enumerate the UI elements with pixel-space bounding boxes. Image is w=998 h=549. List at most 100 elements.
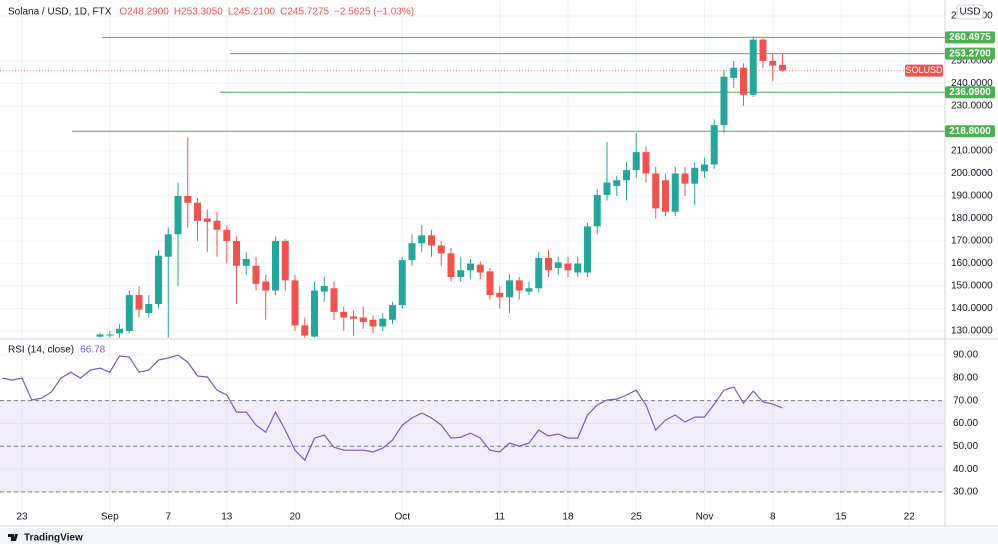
x-tick-label: 22 — [904, 512, 916, 523]
candle-body — [174, 196, 182, 235]
candle-body — [330, 288, 338, 312]
candle-body — [106, 334, 114, 336]
candle-body — [730, 67, 738, 78]
candle-body — [389, 305, 397, 320]
x-tick-label: 25 — [631, 512, 643, 523]
candle-body — [272, 241, 280, 291]
candle-body — [369, 319, 377, 327]
candle-body — [135, 295, 143, 310]
y-tick-label: 80.00 — [953, 373, 978, 384]
y-tick-label: 180.0000 — [951, 213, 993, 224]
candle-body — [262, 281, 270, 291]
candle-body — [281, 241, 289, 281]
level-label: 218.8000 — [949, 126, 991, 137]
ohlc-value: H253.3050 — [174, 7, 223, 18]
candle-body — [642, 152, 650, 174]
candle-body — [593, 194, 601, 227]
candle-body — [700, 164, 708, 172]
y-tick-label: 240.0000 — [951, 78, 993, 89]
candle-body — [476, 264, 484, 273]
x-tick-label: 23 — [16, 512, 28, 523]
y-tick-label: 170.0000 — [951, 236, 993, 247]
candle-body — [671, 173, 679, 212]
currency-label[interactable]: USD — [959, 7, 980, 18]
candle-body — [252, 265, 260, 284]
candle-body — [145, 304, 153, 314]
candle-body — [710, 125, 718, 165]
candle-body — [320, 286, 328, 292]
currency-box[interactable] — [956, 4, 984, 20]
y-tick-label: 230.0000 — [951, 101, 993, 112]
candle-body — [759, 39, 767, 61]
candle-body — [408, 243, 416, 261]
rsi-title: RSI (14, close) — [8, 345, 74, 356]
x-tick-label: 15 — [835, 512, 847, 523]
level-label: 236.0900 — [949, 87, 991, 98]
candle-body — [291, 280, 299, 326]
candle-body — [203, 218, 211, 222]
level-label-box — [945, 125, 995, 138]
candle-body — [457, 270, 465, 278]
candle-body — [574, 263, 582, 273]
x-tick-label: 11 — [495, 512, 506, 523]
x-tick-label: 7 — [165, 512, 171, 523]
candle-body — [535, 257, 543, 289]
candle-body — [467, 263, 475, 271]
candle-body — [632, 152, 640, 171]
candle-body — [428, 235, 436, 246]
y-tick-label: 90.00 — [953, 350, 978, 361]
candle-body — [505, 280, 513, 298]
symbol-label: SOLUSD — [905, 65, 943, 75]
candle-body — [486, 271, 494, 296]
x-tick-label: 20 — [289, 512, 301, 523]
candle-body — [116, 328, 124, 334]
ohlc-value: L245.2100 — [228, 7, 276, 18]
y-tick-label: 210.0000 — [951, 146, 993, 157]
candle-body — [681, 173, 689, 184]
y-tick-label: 160.0000 — [951, 258, 993, 269]
candle-body — [661, 180, 669, 212]
ohlc-value: O248.2900 — [119, 7, 169, 18]
y-tick-label: 60.00 — [953, 418, 978, 429]
candle-body — [418, 235, 426, 244]
ohlc-value: −2.5625 (−1.03%) — [334, 7, 414, 18]
x-tick-label: Oct — [394, 512, 410, 523]
candle-body — [583, 226, 591, 273]
candle-body — [301, 325, 309, 336]
y-tick-label: 200.0000 — [951, 168, 993, 179]
chart-title: Solana / USD, 1D, FTX — [8, 7, 112, 18]
candle-body — [691, 167, 699, 184]
candle-body — [554, 262, 562, 269]
candle-body — [155, 255, 163, 305]
candle-body — [652, 173, 660, 209]
candle-body — [769, 60, 777, 66]
candle-body — [311, 290, 319, 337]
level-label-box — [945, 47, 995, 60]
ohlc-value: C245.7275 — [280, 7, 329, 18]
candle-body — [242, 259, 250, 266]
candle-body — [778, 64, 786, 71]
candle-body — [564, 263, 572, 271]
level-label: 260.4975 — [949, 32, 991, 43]
x-tick-label: 8 — [770, 512, 776, 523]
candle-body — [603, 182, 611, 195]
y-tick-label: 190.0000 — [951, 191, 993, 202]
candle-body — [749, 39, 757, 95]
candle-body — [447, 253, 455, 278]
y-tick-label: 70.00 — [953, 395, 978, 406]
candle-body — [720, 76, 728, 126]
candle-body — [233, 241, 241, 266]
y-tick-label: 140.0000 — [951, 303, 993, 314]
candle-body — [213, 220, 221, 230]
x-tick-label: Sep — [101, 512, 119, 523]
candle-body — [613, 180, 621, 186]
candle-body — [164, 234, 172, 257]
y-tick-label: 40.00 — [953, 464, 978, 475]
candle-body — [525, 288, 533, 292]
footer-bar — [0, 528, 998, 544]
candle-body — [544, 257, 552, 271]
candle-body — [379, 318, 387, 327]
candle-body — [496, 292, 504, 298]
